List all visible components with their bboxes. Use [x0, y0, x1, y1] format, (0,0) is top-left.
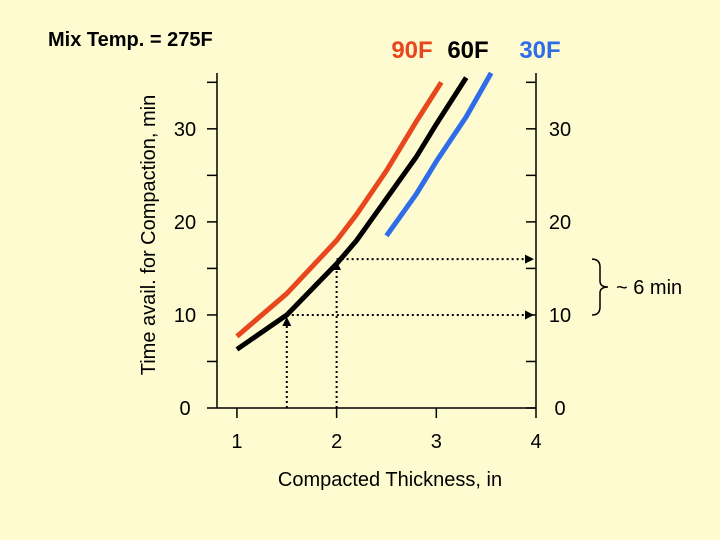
- axes: [207, 73, 537, 418]
- series-label-30F: 30F: [519, 37, 560, 64]
- y-tick-label-left: 10: [174, 305, 196, 327]
- tick-labels: 0 0 10 10 20 20 30 30 1 2 3 4: [174, 119, 571, 453]
- y-axis-label: Time avail. for Compaction, min: [138, 95, 160, 375]
- annotation-text: ~ 6 min: [616, 277, 682, 299]
- series-line-90F: [235, 80, 444, 339]
- series-line-60F: [235, 76, 469, 352]
- x-tick-label: 1: [231, 431, 242, 453]
- annotation: ~ 6 min: [591, 258, 682, 316]
- y-tick-label-left: 20: [174, 212, 196, 234]
- x-tick-label: 4: [530, 431, 541, 453]
- y-tick-label-left: 30: [174, 119, 196, 141]
- x-axis-label: Compacted Thickness, in: [278, 469, 502, 491]
- guide-lines: [282, 254, 534, 408]
- x-tick-label: 2: [331, 431, 342, 453]
- y-tick-label-right: 0: [554, 398, 565, 420]
- series-labels: 90F 60F 30F: [391, 37, 560, 64]
- series-line-30F: [384, 71, 494, 238]
- y-tick-label-right: 30: [549, 119, 571, 141]
- y-tick-label-left: 0: [179, 398, 190, 420]
- series-label-90F: 90F: [391, 37, 432, 64]
- series-lines: [235, 71, 494, 352]
- y-tick-label-right: 10: [549, 305, 571, 327]
- series-label-60F: 60F: [447, 37, 488, 64]
- chart-title: Mix Temp. = 275F: [48, 29, 213, 51]
- y-tick-label-right: 20: [549, 212, 571, 234]
- annotation-bracket: [591, 258, 609, 316]
- x-tick-label: 3: [431, 431, 442, 453]
